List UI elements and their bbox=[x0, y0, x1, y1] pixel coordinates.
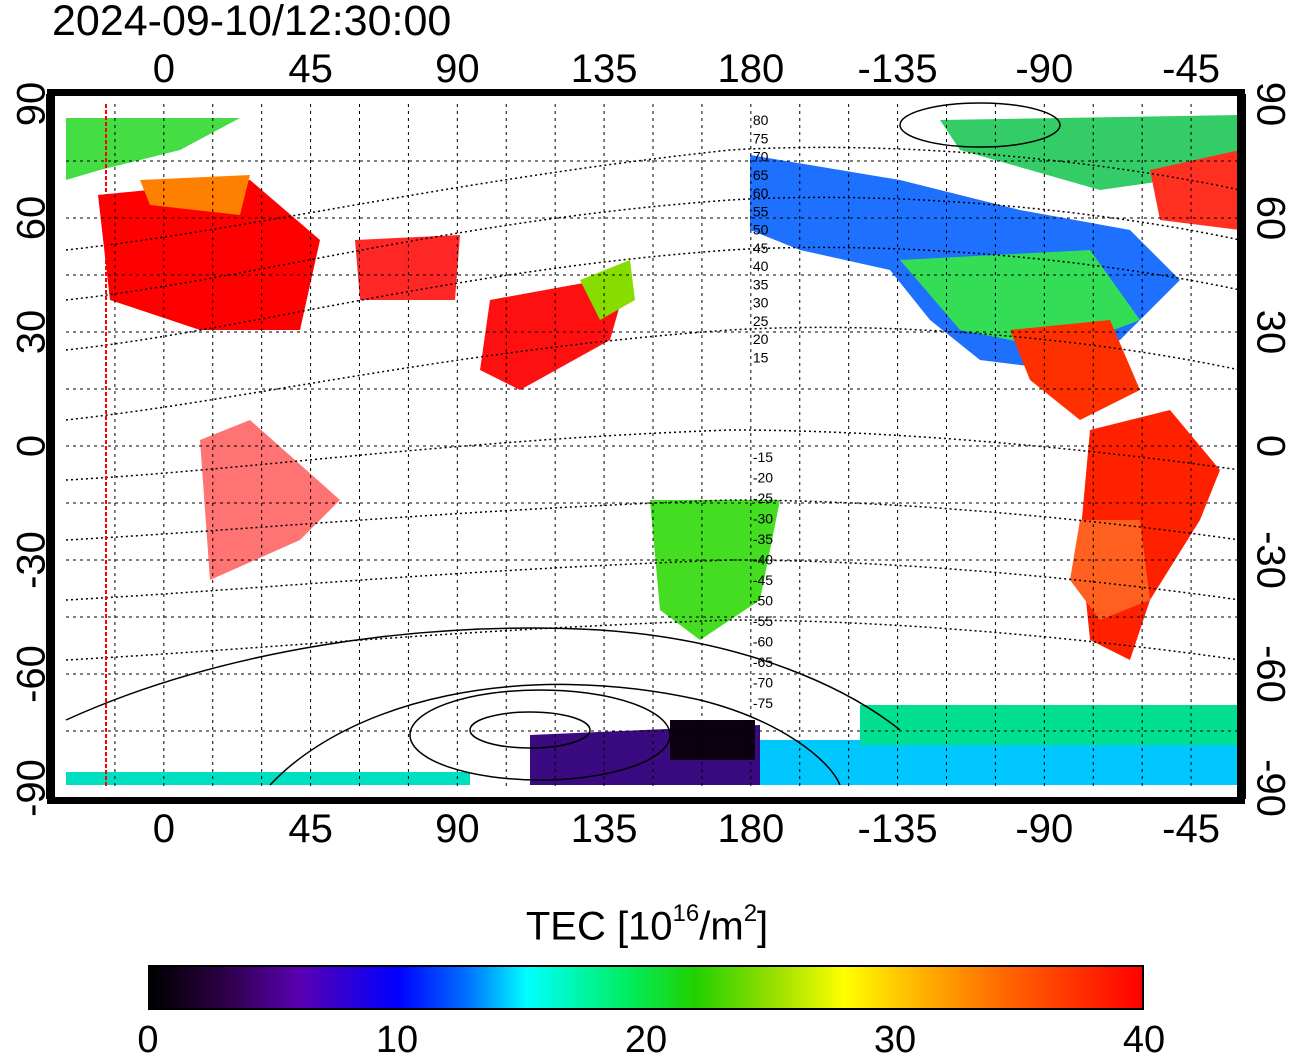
frame-bar-left bbox=[47, 89, 55, 804]
magnetic-latitude-label: -55 bbox=[753, 613, 773, 629]
right-lat-tick-label: -90 bbox=[1248, 759, 1292, 817]
tec-coverage-layer bbox=[66, 115, 1240, 785]
left-lat-tick-label: 60 bbox=[10, 196, 54, 241]
africa-patches bbox=[200, 420, 340, 580]
bottom-lon-tick-label: 180 bbox=[717, 807, 784, 851]
magnetic-latitude-label: 15 bbox=[753, 349, 769, 365]
left-lat-tick-label: -90 bbox=[10, 759, 54, 817]
left-latitude-ticks: 90 60 30 0 -30 -60 -90 bbox=[10, 82, 54, 817]
magnetic-latitude-label: 55 bbox=[753, 203, 769, 219]
colorbar-tick-label: 20 bbox=[624, 1019, 668, 1061]
magnetic-pole-contours bbox=[65, 102, 1061, 786]
magnetic-latitude-label: 25 bbox=[753, 313, 769, 329]
magnetic-latitude-label: -20 bbox=[753, 470, 773, 486]
top-lon-tick-label: 180 bbox=[717, 47, 784, 91]
magnetic-latitude-label: -70 bbox=[753, 675, 773, 691]
bottom-lon-tick-label: 90 bbox=[435, 807, 480, 851]
colorbar-title-prefix: TEC [10 bbox=[525, 904, 673, 949]
top-lon-tick-label: -45 bbox=[1162, 47, 1220, 91]
top-lon-tick-label: 90 bbox=[435, 47, 480, 91]
colorbar-tick-label: 10 bbox=[375, 1019, 419, 1061]
frame-bar-right bbox=[1237, 89, 1245, 804]
bottom-longitude-ticks: 0 45 90 135 180 -135 -90 -45 bbox=[153, 807, 1220, 851]
magnetic-latitude-labels: 80 75 70 65 60 55 50 45 40 35 30 25 20 15 -15 -20 -25 -30… bbox=[753, 112, 773, 711]
bottom-lon-tick-label: 45 bbox=[288, 807, 333, 851]
right-lat-tick-label: 90 bbox=[1248, 82, 1292, 127]
usa-south-region bbox=[1010, 320, 1140, 420]
magnetic-latitude-label: 35 bbox=[753, 276, 769, 292]
asia-red-patch bbox=[355, 235, 460, 300]
top-lon-tick-label: 0 bbox=[153, 47, 175, 91]
bottom-lon-tick-label: 135 bbox=[571, 807, 638, 851]
magnetic-latitude-label: -15 bbox=[753, 449, 773, 465]
right-lat-tick-label: -60 bbox=[1248, 645, 1292, 703]
scandinavia-region bbox=[140, 175, 250, 215]
magnetic-latitude-label: 60 bbox=[753, 185, 769, 201]
timestamp-title: 2024-09-10/12:30:00 bbox=[52, 0, 452, 45]
magnetic-latitude-label: -25 bbox=[753, 490, 773, 506]
antarctic-band-west bbox=[66, 772, 470, 785]
left-lat-tick-label: 0 bbox=[10, 435, 54, 457]
left-lat-tick-label: -30 bbox=[10, 531, 54, 589]
magnetic-latitude-label: 30 bbox=[753, 295, 769, 311]
magnetic-latitude-label: 50 bbox=[753, 222, 769, 238]
top-lon-tick-label: -135 bbox=[858, 47, 938, 91]
magnetic-latitude-label: -30 bbox=[753, 511, 773, 527]
magnetic-latitude-label: 45 bbox=[753, 240, 769, 256]
magnetic-latitude-label: 20 bbox=[753, 331, 769, 347]
colorbar-tick-label: 0 bbox=[137, 1019, 159, 1061]
oceania-region bbox=[650, 500, 780, 640]
south-america-south bbox=[1070, 520, 1150, 620]
frame-bar-top bbox=[47, 89, 1245, 95]
top-lon-tick-label: 135 bbox=[571, 47, 638, 91]
magnetic-latitude-label: -65 bbox=[753, 654, 773, 670]
magnetic-latitude-label: 40 bbox=[753, 258, 769, 274]
magnetic-latitude-label: 65 bbox=[753, 167, 769, 183]
colorbar-title-exponent-2: 2 bbox=[743, 900, 758, 927]
europe-arctic-region bbox=[66, 118, 240, 180]
bottom-lon-tick-label: -90 bbox=[1015, 807, 1073, 851]
bottom-lon-tick-label: 0 bbox=[153, 807, 175, 851]
colorbar-title-exponent-1: 16 bbox=[672, 900, 700, 927]
right-lat-tick-label: -30 bbox=[1248, 531, 1292, 589]
top-longitude-ticks: 0 45 90 135 180 -135 -90 -45 bbox=[153, 47, 1220, 91]
top-lon-tick-label: 45 bbox=[288, 47, 333, 91]
bottom-lon-tick-label: -135 bbox=[858, 807, 938, 851]
greenland-east-region bbox=[1150, 150, 1240, 230]
map-grid bbox=[66, 104, 1240, 788]
tec-world-map: 80 75 70 65 60 55 50 45 40 35 30 25 20 15 -15 -20 -25 -30… bbox=[10, 47, 1293, 851]
right-lat-tick-label: 0 bbox=[1248, 435, 1292, 457]
magnetic-latitude-label: 80 bbox=[753, 112, 769, 128]
left-lat-tick-label: 90 bbox=[10, 82, 54, 127]
colorbar-title-unit: /m bbox=[699, 904, 744, 949]
antarctic-band-far-east bbox=[860, 705, 1240, 745]
colorbar-tick-label: 40 bbox=[1122, 1019, 1166, 1061]
right-lat-tick-label: 60 bbox=[1248, 196, 1292, 241]
antarctic-band-east bbox=[730, 740, 1240, 785]
right-lat-tick-label: 30 bbox=[1248, 310, 1292, 355]
colorbar-tick-label: 30 bbox=[873, 1019, 917, 1061]
left-lat-tick-label: 30 bbox=[10, 310, 54, 355]
magnetic-latitude-label: 70 bbox=[753, 149, 769, 165]
magnetic-latitude-label: -75 bbox=[753, 695, 773, 711]
frame-bar-bottom bbox=[47, 798, 1245, 804]
colorbar-title: TEC [1016/m2] bbox=[0, 895, 1294, 949]
magnetic-latitude-label: -40 bbox=[753, 552, 773, 568]
top-lon-tick-label: -90 bbox=[1015, 47, 1073, 91]
left-lat-tick-label: -60 bbox=[10, 645, 54, 703]
magnetic-latitude-label: 75 bbox=[753, 130, 769, 146]
magnetic-latitude-label: -50 bbox=[753, 593, 773, 609]
magnetic-latitude-label: -45 bbox=[753, 572, 773, 588]
right-latitude-ticks: 90 60 30 0 -30 -60 -90 bbox=[1248, 82, 1292, 817]
tec-colorbar bbox=[148, 965, 1144, 1010]
magnetic-latitude-label: -60 bbox=[753, 634, 773, 650]
colorbar-title-suffix: ] bbox=[757, 904, 769, 949]
bottom-lon-tick-label: -45 bbox=[1162, 807, 1220, 851]
magnetic-latitude-contours bbox=[65, 146, 1241, 661]
magnetic-latitude-label: -35 bbox=[753, 531, 773, 547]
antarctic-dark-core bbox=[670, 720, 755, 760]
